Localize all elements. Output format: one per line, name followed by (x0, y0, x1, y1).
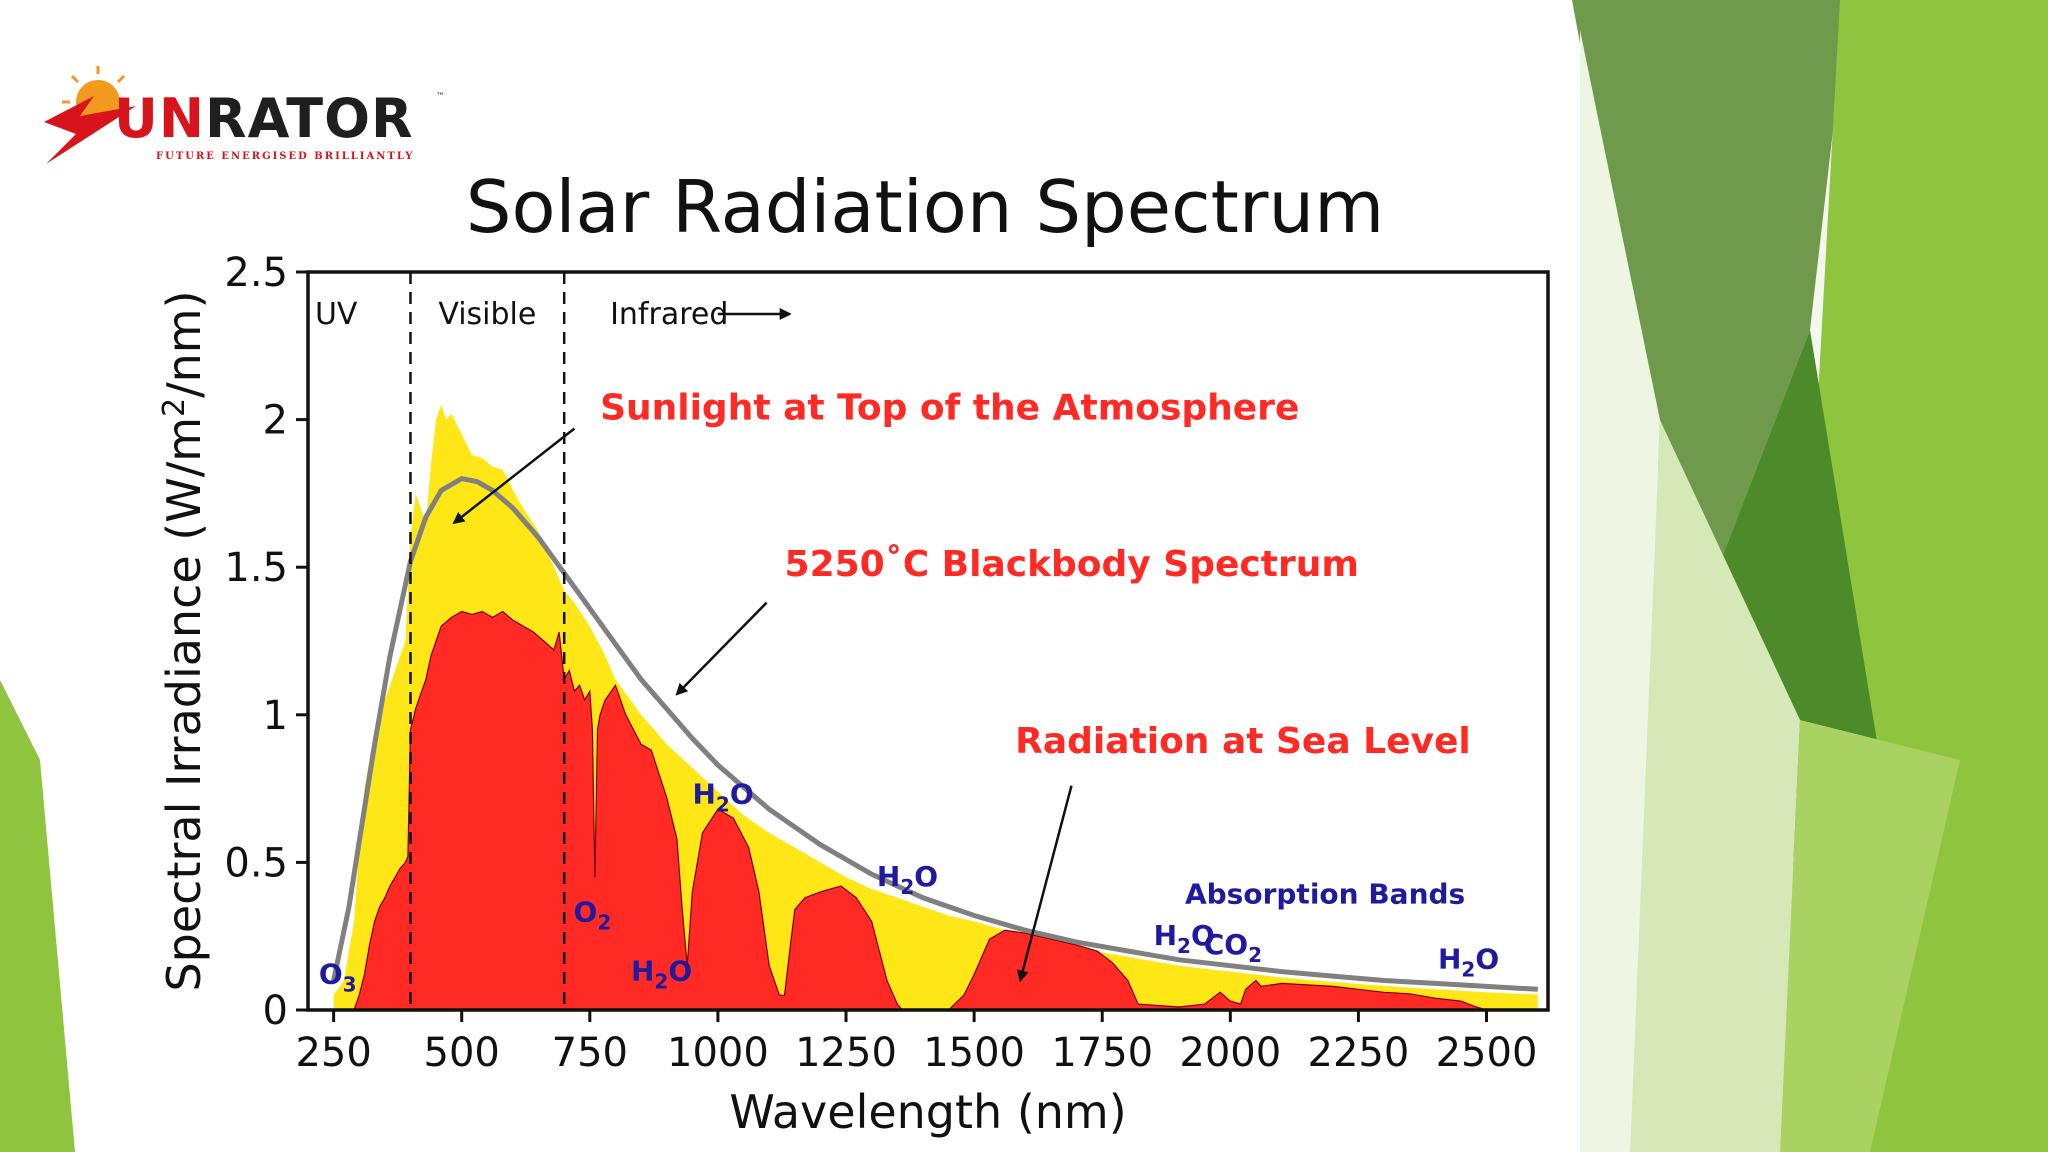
absorption-label-main: O (319, 957, 343, 990)
absorption-label: H2O (1154, 919, 1215, 958)
region-label: Infrared (610, 297, 728, 332)
absorption-label-tail: O (1475, 943, 1499, 976)
region-label: UV (315, 297, 358, 332)
absorption-label-main: O (574, 895, 598, 928)
y-tick-label: 1 (263, 693, 288, 739)
sun-swoosh-icon (44, 66, 136, 164)
absorption-label-main: H (692, 777, 715, 810)
absorption-label: CO2 (1204, 928, 1262, 967)
absorption-label: H2O (692, 777, 753, 816)
logo-wordmark: UNRATOR (114, 92, 414, 146)
y-tick-label: 2 (263, 398, 288, 444)
absorption-label-tail: O (668, 954, 692, 987)
absorption-label-main: H (631, 954, 654, 987)
plot-series-group (331, 404, 1538, 1010)
absorption-label-sub: 2 (900, 875, 914, 899)
x-tick-label: 1250 (795, 1030, 897, 1076)
absorption-label-sub: 2 (597, 910, 611, 934)
x-tick-label: 1000 (667, 1030, 769, 1076)
absorption-label: O2 (574, 895, 612, 934)
y-tick-label: 2.5 (224, 250, 288, 296)
x-tick-label: 750 (552, 1030, 628, 1076)
annotation-arrow (452, 427, 576, 525)
absorption-label-tail: O (914, 860, 938, 893)
absorption-label-sub: 2 (654, 969, 668, 993)
absorption-label: H2O (631, 954, 692, 993)
annotation-arrow (675, 601, 768, 696)
annotation-label: Sunlight at Top of the Atmosphere (600, 388, 1299, 429)
chart-title: Solar Radiation Spectrum (466, 165, 1384, 249)
annotation-arrow (1016, 785, 1073, 983)
y-axis-label-end: /nm) (157, 290, 211, 397)
absorption-label-main: CO (1204, 928, 1248, 961)
annotation-label: 5250˚C Blackbody Spectrum (785, 544, 1359, 585)
left-green-accent (0, 680, 75, 1152)
y-axis-label: Spectral Irradiance (W/m2/nm) (157, 290, 211, 991)
y-axis-label-sup: 2 (157, 398, 192, 417)
absorption-label-sub: 3 (343, 972, 357, 996)
absorption-label-sub: 2 (716, 792, 730, 816)
x-tick-label: 2000 (1179, 1030, 1281, 1076)
absorption-label-sub: 2 (1248, 943, 1262, 967)
logo-tagline: FUTURE ENERGISED BRILLIANTLY (156, 151, 415, 162)
x-tick-label: 2500 (1436, 1030, 1538, 1076)
logo-trademark: ™ (436, 92, 445, 102)
x-axis-label: Wavelength (nm) (729, 1085, 1126, 1139)
x-tick-label: 1750 (1051, 1030, 1153, 1076)
y-tick-label: 1.5 (224, 545, 288, 591)
absorption-label: H2O (1438, 943, 1499, 982)
absorption-label-main: H (877, 860, 900, 893)
region-label: Visible (438, 297, 536, 332)
absorption-label-tail: O (1191, 919, 1215, 952)
absorption-label-tail: O (730, 777, 754, 810)
y-axis-label-main: Spectral Irradiance (W/m (157, 417, 211, 992)
y-tick-label: 0 (263, 988, 288, 1034)
green-facet-pale (1630, 420, 1800, 1152)
x-tick-label: 2250 (1308, 1030, 1410, 1076)
absorption-label: H2O (877, 860, 938, 899)
plot-frame (306, 270, 1550, 1012)
absorption-label-main: H (1154, 919, 1177, 952)
logo-brand-part2: RATOR (205, 87, 414, 150)
absorption-label-sub: 2 (1177, 934, 1191, 958)
absorption-label-sub: 2 (1461, 958, 1475, 982)
green-facet-faint (1580, 30, 1660, 1152)
annotation-label: Radiation at Sea Level (1015, 721, 1471, 762)
x-tick-label: 500 (424, 1030, 500, 1076)
green-facet-dark (1572, 0, 1848, 640)
plot-area: 250 500 750 1000 1250 1500 1750 2000 2250 2500 0 0.… (157, 250, 1550, 1139)
absorption-label-main: H (1438, 943, 1461, 976)
series-sea-level-area (353, 610, 1487, 1010)
green-facet-light (1780, 720, 1960, 1152)
logo-brand-part1: UN (114, 87, 206, 150)
brand-logo: UNRATOR ™ FUTURE ENERGISED BRILLIANTLY (36, 52, 456, 172)
y-tick-label: 0.5 (224, 840, 288, 886)
series-blackbody-line (331, 475, 1538, 992)
x-tick-label: 250 (295, 1030, 371, 1076)
absorption-bands-title: Absorption Bands (1185, 878, 1465, 911)
absorption-label: O3 (319, 957, 357, 996)
x-tick-label: 1500 (923, 1030, 1025, 1076)
